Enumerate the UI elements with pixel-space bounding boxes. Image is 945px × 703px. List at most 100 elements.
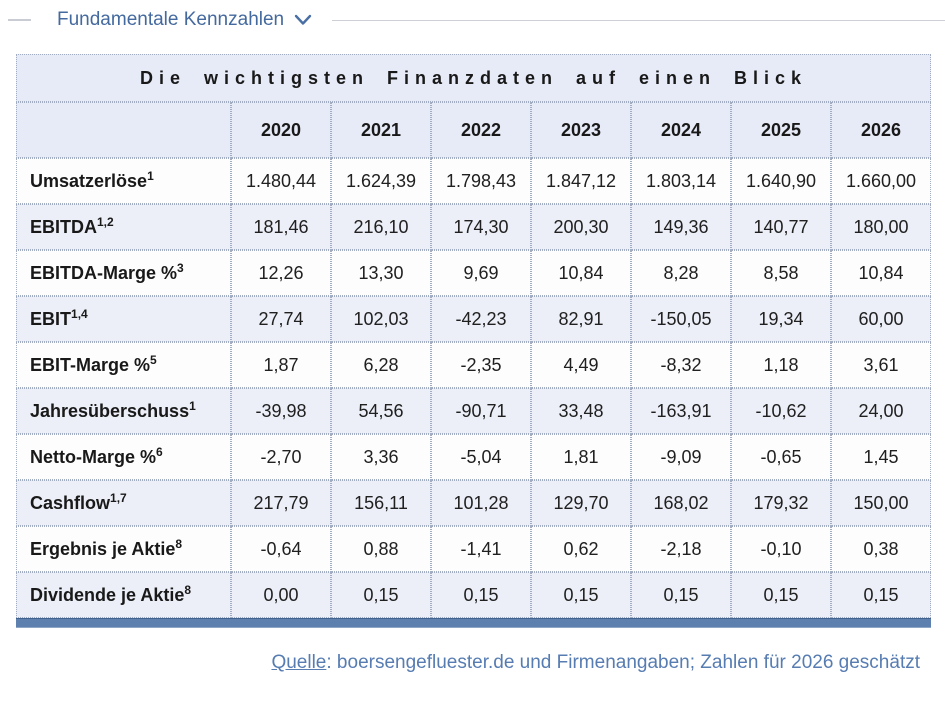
- value-cell: 33,48: [531, 388, 631, 434]
- value-cell: 13,30: [331, 250, 431, 296]
- value-cell: 3,61: [831, 342, 932, 388]
- table-row: Ergebnis je Aktie8 -0,64 0,88 -1,41 0,62 -2,1…: [16, 526, 932, 572]
- value-cell: 174,30: [431, 204, 531, 250]
- value-cell: 1.660,00: [831, 158, 932, 204]
- value-cell: -39,98: [231, 388, 331, 434]
- value-cell: -150,05: [631, 296, 731, 342]
- value-cell: 200,30: [531, 204, 631, 250]
- table-title-row: Die wichtigsten Finanzdaten auf einen Bl…: [16, 54, 932, 102]
- chevron-down-icon[interactable]: [293, 13, 313, 27]
- value-cell: -0,64: [231, 526, 331, 572]
- value-cell: 0,15: [531, 572, 631, 618]
- value-cell: -10,62: [731, 388, 831, 434]
- row-label: EBITDA-Marge %3: [16, 250, 231, 296]
- value-cell: -2,70: [231, 434, 331, 480]
- value-cell: 168,02: [631, 480, 731, 526]
- value-cell: 1.803,14: [631, 158, 731, 204]
- section-header: Fundamentale Kennzahlen: [0, 7, 945, 33]
- table-title: Die wichtigsten Finanzdaten auf einen Bl…: [16, 54, 932, 102]
- value-cell: 0,38: [831, 526, 932, 572]
- value-cell: -2,35: [431, 342, 531, 388]
- year-header-2023: 2023: [531, 102, 631, 158]
- value-cell: -42,23: [431, 296, 531, 342]
- value-cell: 10,84: [531, 250, 631, 296]
- footnote-marker: 1,2: [97, 214, 114, 229]
- year-header-2021: 2021: [331, 102, 431, 158]
- years-header-row: 2020 2021 2022 2023 2024 2025 2026: [16, 102, 932, 158]
- table-row: Netto-Marge %6 -2,70 3,36 -5,04 1,81 -9,09 -0,…: [16, 434, 932, 480]
- table-bottom-bar: [16, 618, 931, 628]
- value-cell: 180,00: [831, 204, 932, 250]
- footnote-marker: 6: [156, 444, 163, 459]
- value-cell: 1.847,12: [531, 158, 631, 204]
- value-cell: 1,18: [731, 342, 831, 388]
- table-row: EBIT-Marge %5 1,87 6,28 -2,35 4,49 -8,32 1,18 3…: [16, 342, 932, 388]
- table-row: Jahresüberschuss1 -39,98 54,56 -90,71 33,48-…: [16, 388, 932, 434]
- financial-table: Die wichtigsten Finanzdaten auf einen Bl…: [16, 54, 932, 618]
- value-cell: 181,46: [231, 204, 331, 250]
- value-cell: 1.798,43: [431, 158, 531, 204]
- value-cell: 4,49: [531, 342, 631, 388]
- table-row: EBIT1,4 27,74 102,03 -42,23 82,91 -150,05 19,3…: [16, 296, 932, 342]
- value-cell: 1.640,90: [731, 158, 831, 204]
- value-cell: 0,15: [331, 572, 431, 618]
- value-cell: 82,91: [531, 296, 631, 342]
- footnote-marker: 1,4: [71, 306, 88, 321]
- year-header-2025: 2025: [731, 102, 831, 158]
- value-cell: 19,34: [731, 296, 831, 342]
- value-cell: 0,15: [431, 572, 531, 618]
- value-cell: 0,15: [831, 572, 932, 618]
- value-cell: 0,15: [731, 572, 831, 618]
- value-cell: 156,11: [331, 480, 431, 526]
- footnote-marker: 3: [177, 260, 184, 275]
- value-cell: 0,15: [631, 572, 731, 618]
- row-label: Dividende je Aktie8: [16, 572, 231, 618]
- value-cell: 1,87: [231, 342, 331, 388]
- value-cell: 149,36: [631, 204, 731, 250]
- value-cell: 0,62: [531, 526, 631, 572]
- footnote-marker: 1: [147, 168, 154, 183]
- value-cell: 101,28: [431, 480, 531, 526]
- value-cell: 129,70: [531, 480, 631, 526]
- value-cell: 54,56: [331, 388, 431, 434]
- value-cell: 6,28: [331, 342, 431, 388]
- value-cell: 1.624,39: [331, 158, 431, 204]
- table-row: Cashflow1,7 217,79 156,11 101,28 129,70 168,0…: [16, 480, 932, 526]
- value-cell: 12,26: [231, 250, 331, 296]
- row-label: EBITDA1,2: [16, 204, 231, 250]
- financial-table-container: Die wichtigsten Finanzdaten auf einen Bl…: [16, 54, 932, 628]
- table-row: Umsatzerlöse1 1.480,44 1.624,39 1.798,43 1.8…: [16, 158, 932, 204]
- source-link[interactable]: Quelle: [271, 652, 327, 673]
- value-cell: 0,88: [331, 526, 431, 572]
- value-cell: 140,77: [731, 204, 831, 250]
- source-text: : boersengefluester.de und Firmenangaben…: [326, 652, 920, 673]
- value-cell: 1,45: [831, 434, 932, 480]
- table-row: Dividende je Aktie8 0,00 0,15 0,15 0,15 0,15 0…: [16, 572, 932, 618]
- year-header-2024: 2024: [631, 102, 731, 158]
- value-cell: 0,00: [231, 572, 331, 618]
- divider-left: [8, 19, 31, 21]
- row-label: Netto-Marge %6: [16, 434, 231, 480]
- source-line: Quelle: boersengefluester.de und Firmena…: [271, 652, 920, 674]
- value-cell: -0,65: [731, 434, 831, 480]
- value-cell: 217,79: [231, 480, 331, 526]
- value-cell: 8,58: [731, 250, 831, 296]
- value-cell: 102,03: [331, 296, 431, 342]
- value-cell: -5,04: [431, 434, 531, 480]
- footnote-marker: 5: [150, 352, 157, 367]
- value-cell: 10,84: [831, 250, 932, 296]
- footnote-marker: 1: [189, 398, 196, 413]
- value-cell: 1,81: [531, 434, 631, 480]
- value-cell: 9,69: [431, 250, 531, 296]
- value-cell: 3,36: [331, 434, 431, 480]
- section-title[interactable]: Fundamentale Kennzahlen: [57, 9, 285, 30]
- value-cell: -1,41: [431, 526, 531, 572]
- row-label: Jahresüberschuss1: [16, 388, 231, 434]
- divider-right: [332, 19, 945, 21]
- row-label: EBIT-Marge %5: [16, 342, 231, 388]
- value-cell: -163,91: [631, 388, 731, 434]
- value-cell: -9,09: [631, 434, 731, 480]
- year-header-2026: 2026: [831, 102, 932, 158]
- value-cell: -8,32: [631, 342, 731, 388]
